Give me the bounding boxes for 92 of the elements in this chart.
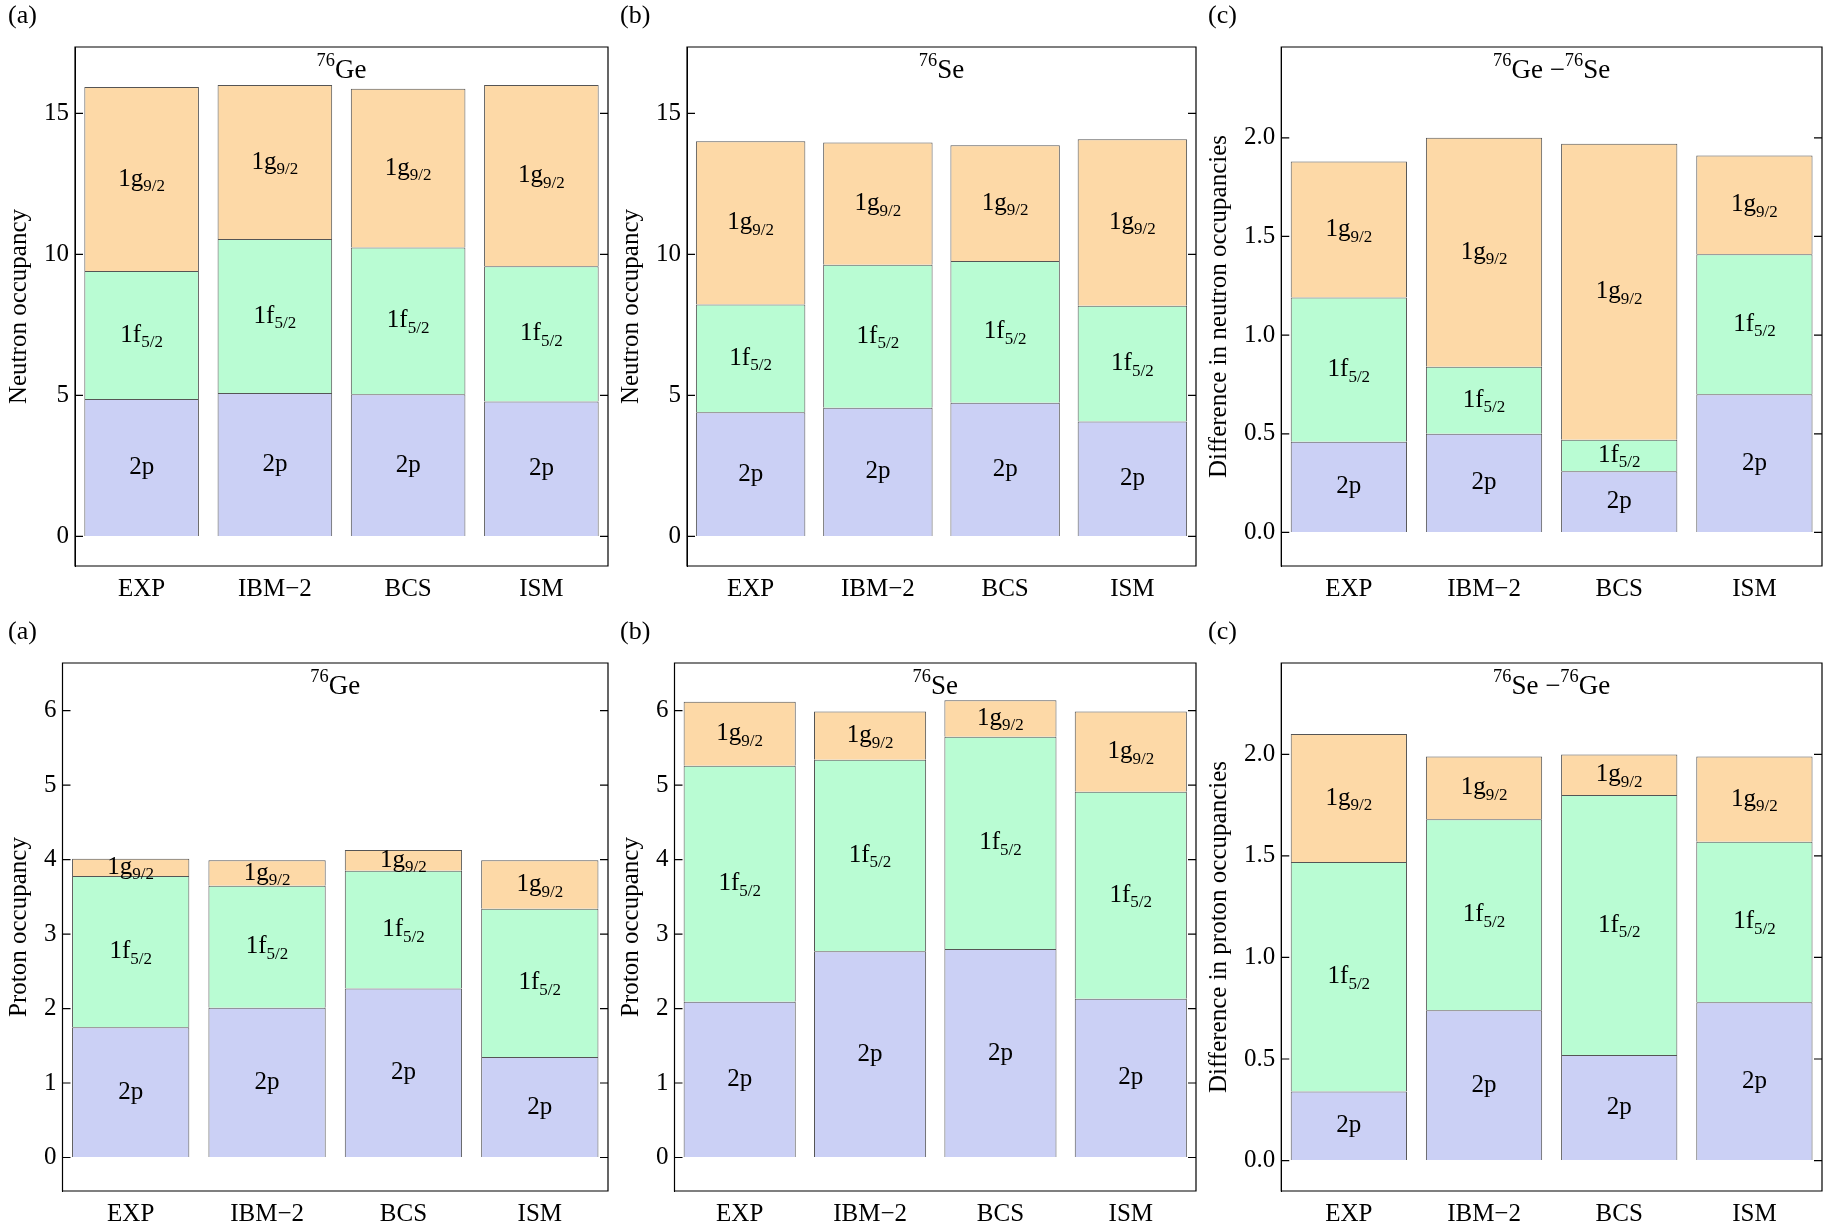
y-tick-label: 1.5 [1244,221,1276,249]
text: (c) [1208,0,1237,30]
y-axis-title: Neutron occupancy [615,208,643,405]
x-tick-label: IBM−2 [1447,1198,1521,1226]
text: 2p [1336,471,1362,499]
y-tick-label: 1.0 [1244,942,1276,970]
y-tick-label: 1 [656,1067,669,1095]
y-tick-label: 1.5 [1244,840,1276,868]
y-tick-label: 4 [656,844,669,872]
text: 2p [129,452,155,480]
y-tick-label: 5 [44,769,57,797]
y-tick-label: 5 [56,379,69,407]
y-tick-label: 15 [656,97,681,125]
x-tick-label: BCS [384,573,432,601]
x-tick-label: BCS [981,573,1029,601]
y-tick-label: 2.0 [1244,122,1276,150]
series-label: 2p [527,1091,553,1119]
x-tick-label: ISM [1732,1198,1777,1226]
x-tick-label: EXP [1325,573,1373,601]
y-tick-label: 0.0 [1244,517,1276,545]
series-label: 2p [727,1063,753,1091]
x-tick-label: EXP [118,573,166,601]
text: (a) [8,0,37,30]
text: 2p [865,456,891,484]
x-tick-label: BCS [379,1198,428,1226]
x-tick-label: EXP [716,1198,764,1226]
series-label: 2p [1606,486,1632,514]
y-tick-label: 3 [44,918,57,946]
y-tick-label: 2.0 [1244,738,1276,766]
x-tick-label: ISM [1108,1198,1154,1226]
y-axis-title: Neutron occupancy [3,208,31,405]
series-label: 2p [528,453,554,481]
x-tick-label: ISM [1732,573,1777,601]
y-tick-label: 1 [44,1067,57,1095]
text: 2p [857,1038,883,1066]
y-tick-label: 0 [668,520,681,548]
x-tick-label: IBM−2 [230,1198,304,1226]
text: 2p [395,449,421,477]
text: 2p [738,458,764,486]
y-axis-title: Proton occupancy [3,836,31,1017]
x-tick-label: BCS [976,1198,1025,1226]
y-axis-title: Proton occupancy [615,836,643,1017]
y-tick-label: 0.0 [1244,1145,1276,1173]
text: (b) [620,616,651,646]
y-tick-label: 5 [656,769,669,797]
text: 2p [1471,1069,1497,1097]
text: 2p [1741,1065,1767,1093]
y-tick-label: 1.0 [1244,319,1276,347]
text: 2p [254,1066,280,1094]
text: 2p [1471,467,1497,495]
text: 2p [1741,447,1767,475]
x-tick-label: EXP [107,1198,155,1226]
series-label: 2p [1119,463,1145,491]
y-tick-label: 6 [656,695,669,723]
y-tick-label: 5 [668,379,681,407]
text: 2p [1606,1092,1632,1120]
x-tick-label: IBM−2 [237,573,312,601]
y-axis-title: Difference in proton occupancies [1203,760,1231,1094]
y-tick-label: 3 [656,918,669,946]
text: 2p [390,1057,416,1085]
y-tick-label: 0 [56,520,69,548]
text: 2p [262,449,288,477]
y-axis-title: Difference in neutron occupancies [1203,134,1231,479]
y-tick-label: 0.5 [1244,418,1276,446]
x-tick-label: BCS [1595,1198,1643,1226]
x-tick-label: EXP [727,573,775,601]
x-tick-label: IBM−2 [840,573,915,601]
x-tick-label: ISM [519,573,564,601]
x-tick-label: ISM [517,1198,563,1226]
x-tick-label: ISM [1110,573,1155,601]
y-tick-label: 2 [656,993,669,1021]
text: (b) [620,0,651,30]
y-tick-label: 10 [44,238,69,266]
text: 2p [992,453,1018,481]
y-tick-label: 15 [44,97,69,125]
y-tick-label: 6 [44,695,57,723]
series-label: 2p [1336,1110,1362,1138]
x-tick-label: BCS [1595,573,1643,601]
text: (c) [1208,616,1237,646]
y-tick-label: 4 [44,844,57,872]
text: 2p [987,1037,1013,1065]
y-tick-label: 0 [44,1142,57,1170]
y-tick-label: 2 [44,993,57,1021]
text: 2p [118,1076,144,1104]
y-tick-label: 0.5 [1244,1043,1276,1071]
x-tick-label: IBM−2 [1447,573,1521,601]
text: (a) [8,616,37,646]
y-tick-label: 10 [656,238,681,266]
x-tick-label: EXP [1325,1198,1373,1226]
y-tick-label: 0 [656,1142,669,1170]
x-tick-label: IBM−2 [833,1198,907,1226]
text: 2p [1118,1062,1144,1090]
